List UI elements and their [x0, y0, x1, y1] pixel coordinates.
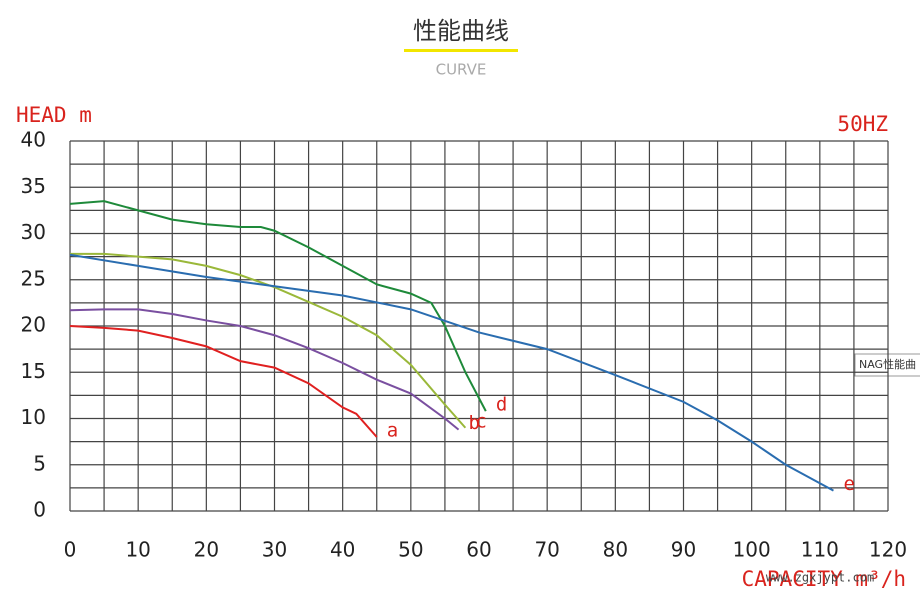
x-tick-label: 20 [194, 538, 219, 562]
curve [69, 253, 834, 492]
x-tick-label: 30 [262, 538, 287, 562]
x-tick-label: 40 [330, 538, 355, 562]
curve-label: c [475, 410, 486, 432]
curve-label: e [843, 473, 854, 495]
y-tick-label: 5 [33, 451, 46, 475]
curve [69, 325, 378, 438]
frequency-label: 50HZ [837, 112, 888, 136]
x-tick-label: 80 [603, 538, 628, 562]
chart-title: 性能曲线 [413, 17, 509, 45]
curve [69, 308, 460, 431]
x-tick-label: 70 [534, 538, 559, 562]
x-axis-label: CAPACITY m³/h [742, 567, 906, 591]
title-underline [404, 49, 518, 52]
x-tick-label: 120 [869, 538, 907, 562]
x-tick-label: 50 [398, 538, 423, 562]
curve [69, 200, 487, 412]
x-tick-label: 90 [671, 538, 696, 562]
y-axis-label: HEAD m [16, 103, 92, 127]
curve-label: d [496, 394, 507, 416]
y-tick-label: 10 [21, 405, 46, 429]
curve-label: b [469, 412, 480, 434]
y-tick-label: 30 [21, 220, 46, 244]
chart-subtitle: CURVE [436, 61, 487, 79]
y-tick-label: 20 [21, 313, 46, 337]
watermark: www.zgxjypt.com [766, 571, 874, 585]
x-tick-label: 100 [733, 538, 771, 562]
y-tick-label: 25 [21, 266, 46, 290]
curve-label: a [387, 420, 398, 442]
x-tick-label: 0 [64, 538, 77, 562]
y-tick-label: 0 [33, 498, 46, 522]
x-tick-label: 10 [125, 538, 150, 562]
x-tick-label: 60 [466, 538, 491, 562]
y-tick-label: 15 [21, 359, 46, 383]
x-tick-label: 110 [801, 538, 839, 562]
y-tick-label: 35 [21, 174, 46, 198]
y-tick-label: 40 [21, 128, 46, 152]
